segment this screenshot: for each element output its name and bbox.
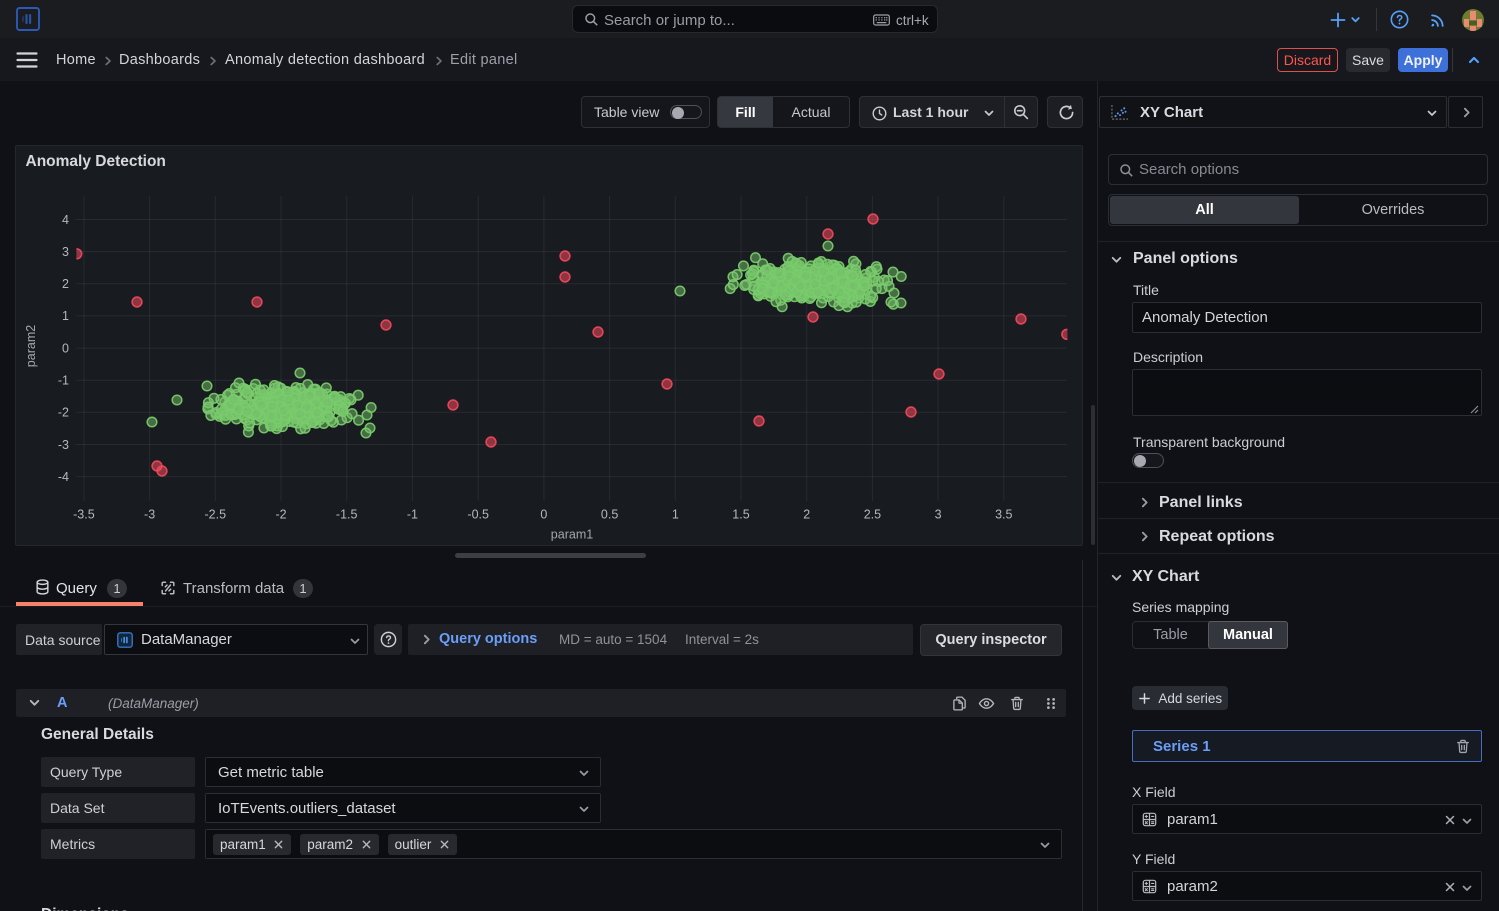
svg-text:2: 2 — [803, 508, 810, 522]
svg-text:param2: param2 — [24, 325, 38, 367]
svg-text:0: 0 — [62, 341, 69, 355]
svg-text:1: 1 — [62, 309, 69, 323]
svg-text:-1.5: -1.5 — [336, 508, 358, 522]
svg-text:-4: -4 — [58, 470, 69, 484]
svg-text:2: 2 — [62, 277, 69, 291]
svg-text:-2: -2 — [275, 508, 286, 522]
svg-text:-3.5: -3.5 — [73, 508, 95, 522]
svg-text:2.5: 2.5 — [864, 508, 881, 522]
svg-text:4: 4 — [62, 213, 69, 227]
svg-text:0: 0 — [540, 508, 547, 522]
svg-text:1.5: 1.5 — [732, 508, 749, 522]
svg-text:-3: -3 — [58, 438, 69, 452]
svg-text:-2.5: -2.5 — [205, 508, 227, 522]
svg-text:-1: -1 — [407, 508, 418, 522]
svg-text:3.5: 3.5 — [995, 508, 1012, 522]
svg-text:-0.5: -0.5 — [467, 508, 489, 522]
svg-text:param1: param1 — [551, 528, 593, 542]
svg-text:3: 3 — [62, 245, 69, 259]
svg-text:-2: -2 — [58, 406, 69, 420]
svg-text:-3: -3 — [144, 508, 155, 522]
svg-text:1: 1 — [672, 508, 679, 522]
svg-text:3: 3 — [935, 508, 942, 522]
svg-text:-1: -1 — [58, 374, 69, 388]
svg-text:0.5: 0.5 — [601, 508, 618, 522]
